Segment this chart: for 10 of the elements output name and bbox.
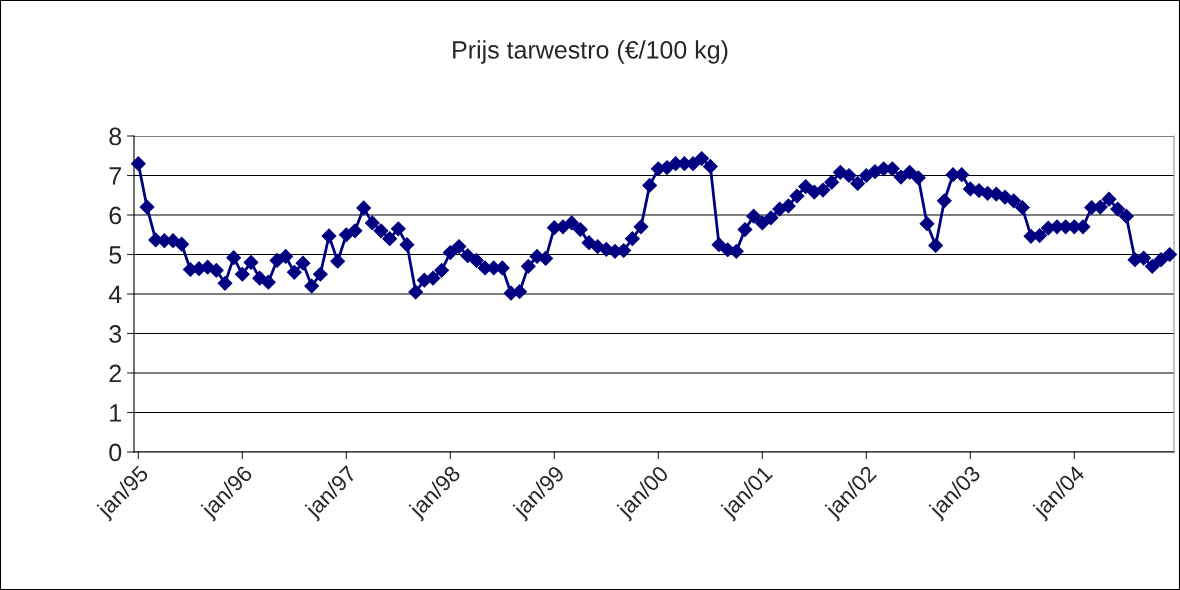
y-tick-label: 4 <box>108 285 122 304</box>
y-tick-label: 5 <box>109 246 122 264</box>
y-tick-label: 0 <box>109 443 122 462</box>
y-tick-label: 7 <box>109 167 121 185</box>
chart-title: Prijs tarwestro (€/100 kg) <box>453 40 728 64</box>
y-tick-label: 3 <box>109 325 122 343</box>
y-tick-label: 1 <box>110 404 121 422</box>
y-tick-label: 8 <box>109 127 122 146</box>
y-tick-label: 6 <box>109 206 122 225</box>
y-tick-label: 2 <box>109 364 121 383</box>
